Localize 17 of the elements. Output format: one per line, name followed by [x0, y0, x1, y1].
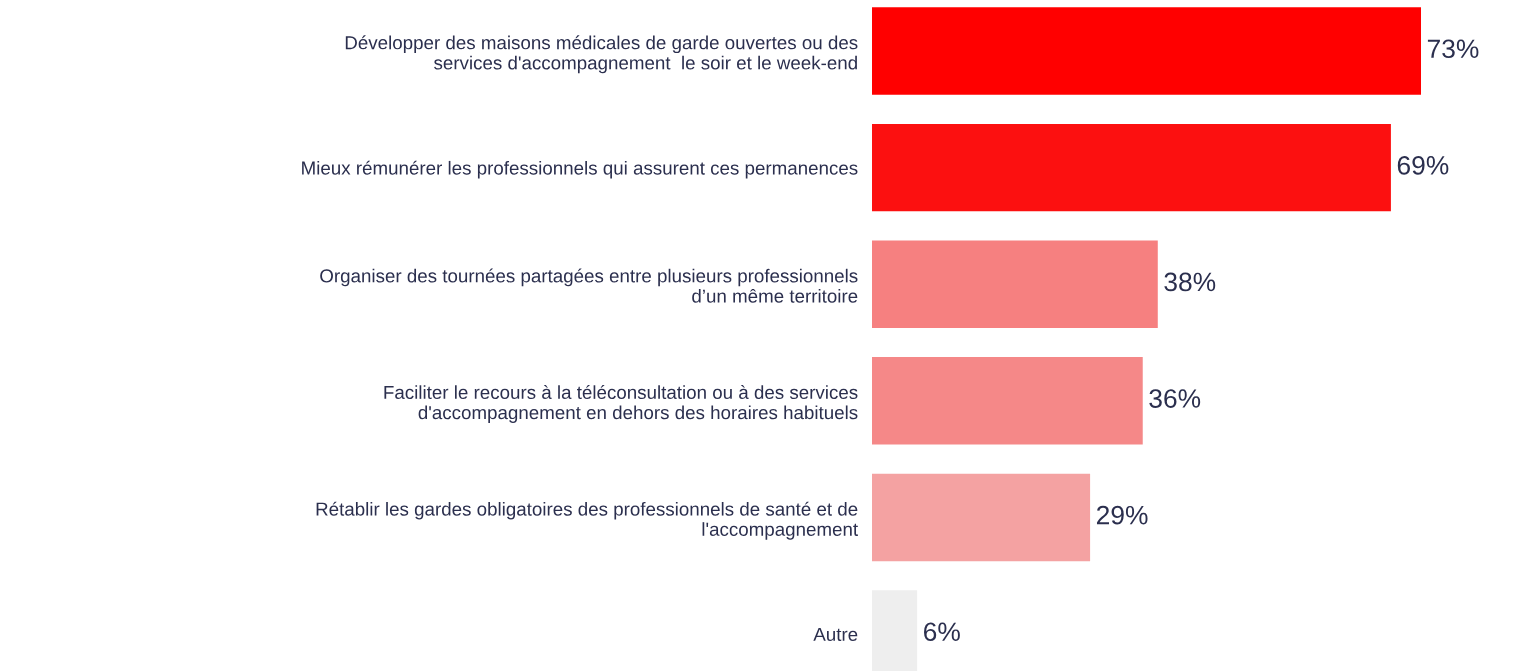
y-tick-label: Rétablir les gardes obligatoires des professionnels de santé et de l'accompagnement	[316, 501, 858, 540]
y-tick-label: Organiser des tournées partagées entre plusieurs professionnels d’un même territoire	[320, 268, 858, 303]
data-label: 36%	[1149, 389, 1201, 408]
data-label: 73%	[1427, 39, 1479, 59]
bar	[872, 473, 1091, 562]
y-tick-label: Faciliter le recours à la téléconsultation ou à des services d'accompagnement en dehors des horaires habituels	[384, 385, 858, 423]
data-label: 6%	[924, 622, 960, 642]
data-label: 29%	[1096, 505, 1148, 525]
y-tick-label: Développer des maisons médicales de garde ouvertes ou des services d'accompagnement le soir et le week-end	[345, 35, 858, 74]
bar	[872, 357, 1143, 445]
data-label: 69%	[1397, 156, 1449, 175]
y-tick-label: Autre	[813, 627, 858, 641]
bar	[872, 123, 1391, 212]
bar	[872, 240, 1158, 328]
data-label: 38%	[1164, 272, 1216, 292]
bar	[872, 7, 1421, 95]
y-tick-label: Mieux rémunérer les professionnels qui assurent ces permanences	[302, 160, 858, 179]
